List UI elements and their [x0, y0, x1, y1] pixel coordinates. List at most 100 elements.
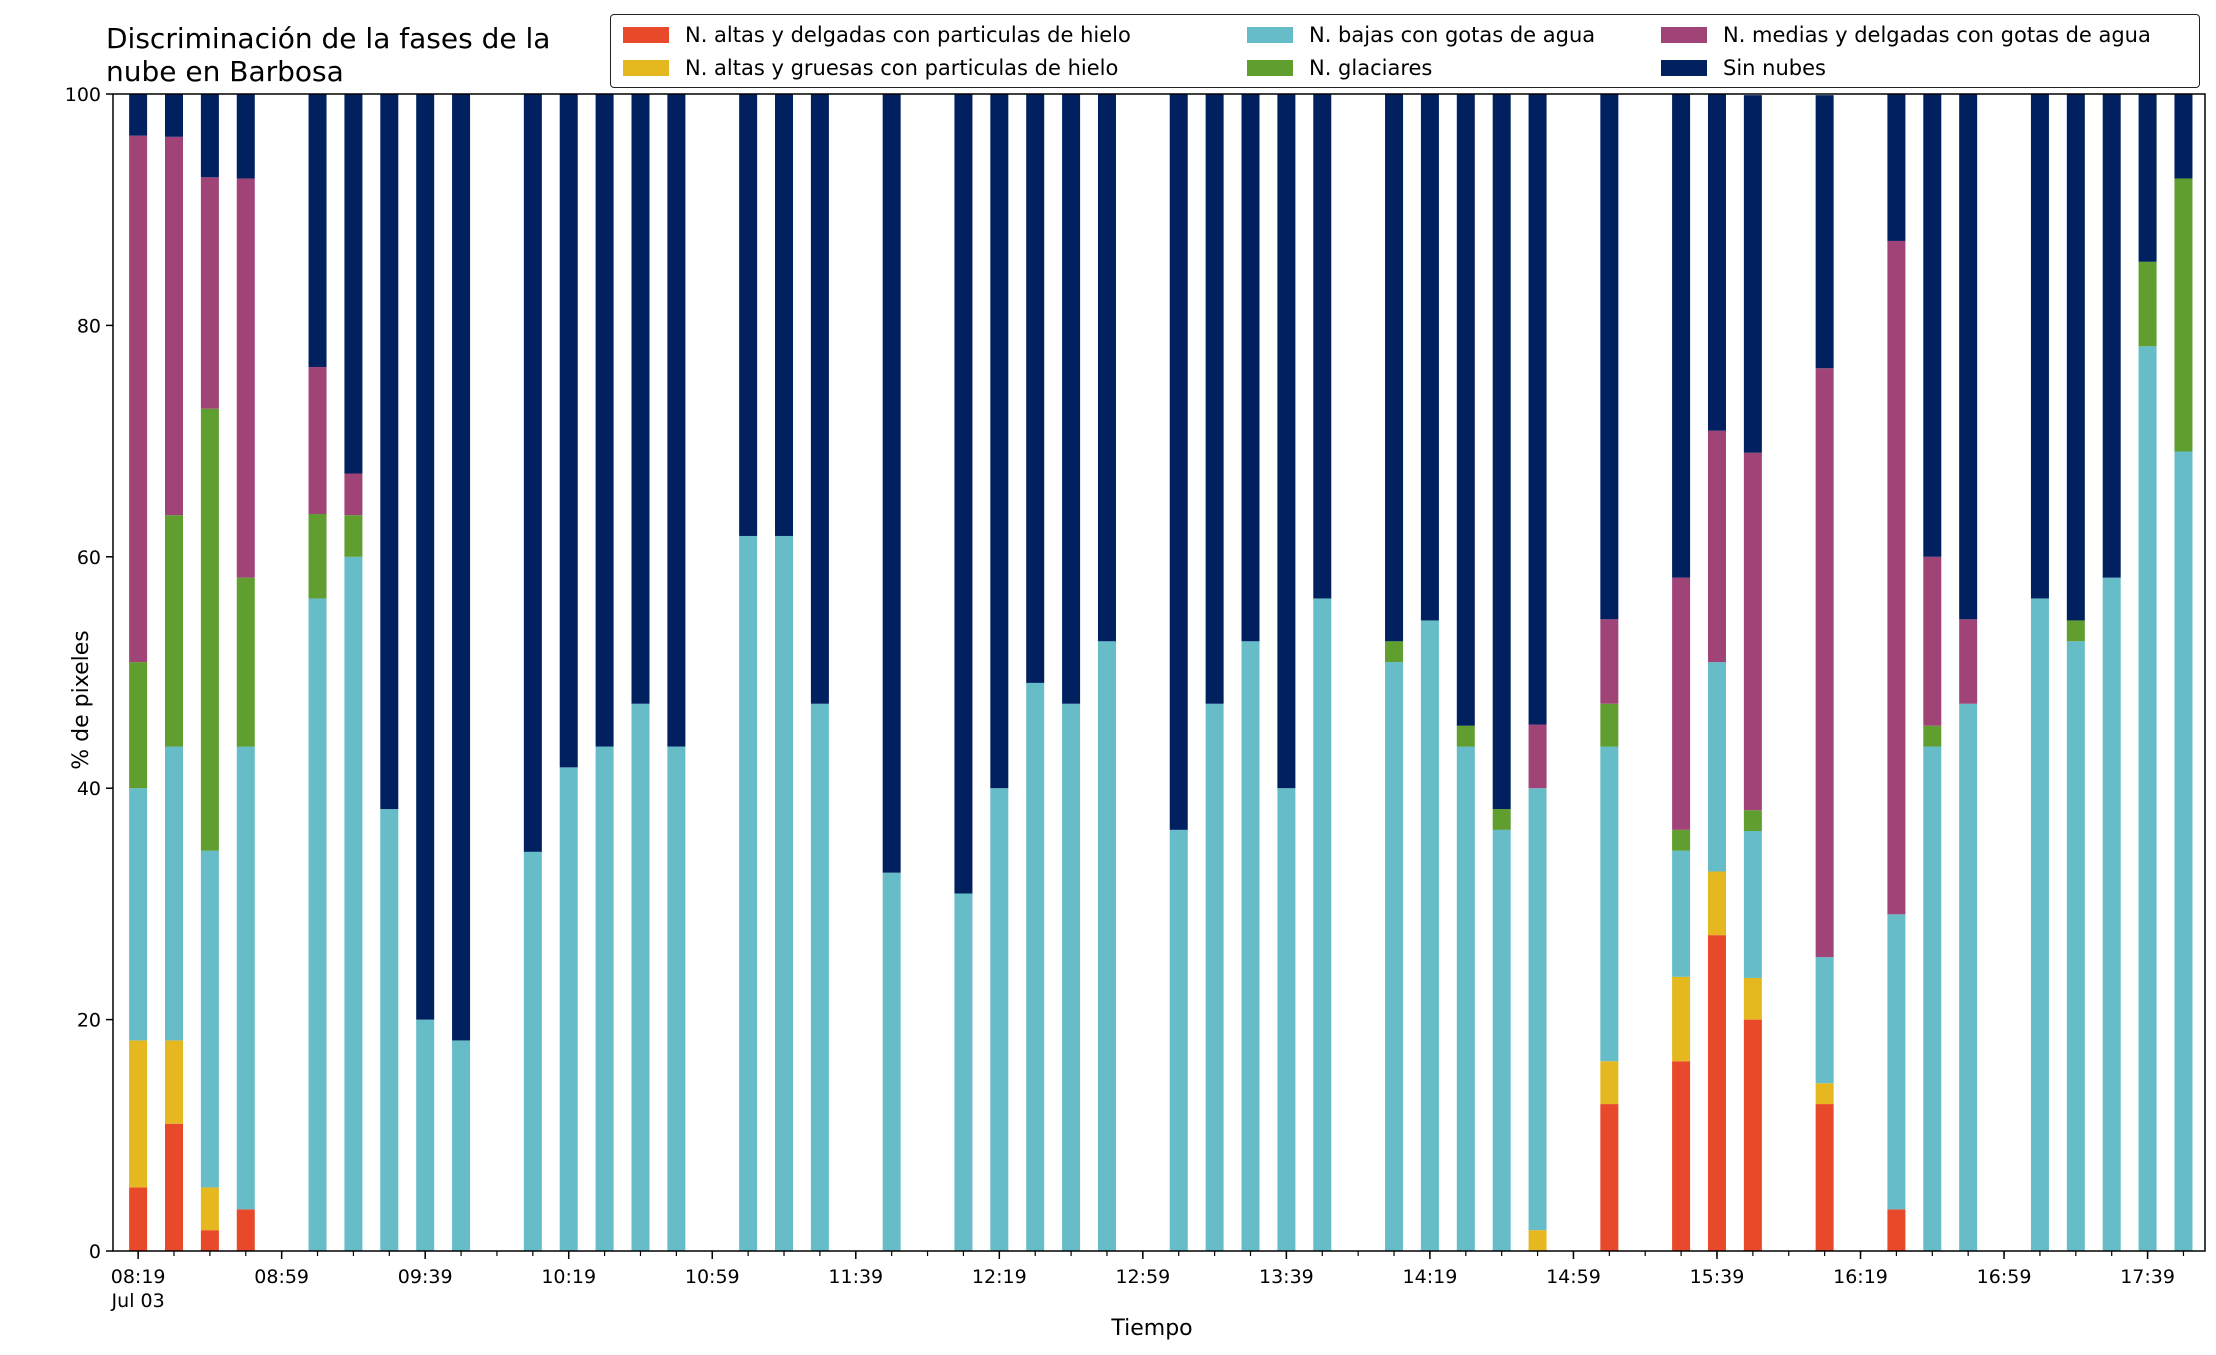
bar-segment-s4-1509: [1600, 619, 1619, 704]
x-tick-label: 13:39: [1259, 1266, 1314, 1288]
x-tick-label: 10:59: [685, 1266, 740, 1288]
x-axis-label: Tiempo: [1111, 1316, 1193, 1341]
bar-segment-s5-1229: [1026, 94, 1045, 683]
bar-segment-s3-0839: [200, 408, 219, 851]
bar-segment-s2-0929: [380, 809, 399, 1251]
bar-segment-s0-0839: [200, 1230, 219, 1251]
legend-item-glaciares: N. glaciares: [1247, 53, 1432, 83]
x-tick-label: 14:59: [1546, 1266, 1601, 1288]
bar-segment-s5-1209: [954, 94, 973, 894]
bar-segment-s2-1709: [2030, 598, 2049, 1251]
bar-segment-s5-1709: [2030, 94, 2049, 599]
bar-segment-s3-0909: [308, 513, 327, 599]
bar-segment-s5-1729: [2102, 94, 2121, 578]
plot-frame: [112, 93, 2206, 1252]
bar-segment-s5-0929: [380, 94, 399, 810]
bar-segment-s5-1419: [1420, 94, 1439, 621]
y-axis: 0 20 40 60 80 100: [65, 84, 113, 1263]
bar-segment-s5-1029: [595, 94, 614, 747]
bar-segment-s0-0819: [129, 1187, 148, 1251]
bar-segment-s2-1249: [1097, 641, 1116, 1251]
bar-segment-s2-0839: [200, 850, 219, 1188]
bar-segment-s5-1329: [1241, 94, 1260, 642]
bar-segment-s2-1429: [1456, 746, 1475, 1251]
legend-label: N. altas y gruesas con particulas de hie…: [685, 56, 1119, 80]
bar-segment-s3-1409: [1385, 641, 1404, 663]
bar-segment-s4-0909: [308, 367, 327, 514]
bar-segment-s5-1649: [1959, 94, 1978, 620]
bar-segment-s5-1609: [1815, 95, 1834, 369]
bar-segment-s5-0819: [129, 94, 148, 136]
bar-segment-s5-0939: [416, 94, 435, 1020]
bar-segment-s0-0849: [236, 1209, 255, 1251]
bar-segment-s4-1649: [1959, 619, 1978, 704]
bar-segment-s2-1529: [1672, 850, 1691, 977]
bar-segment-s2-1629: [1887, 914, 1906, 1210]
bar-segment-s2-0919: [344, 556, 363, 1251]
bar-segment-s3-1739: [2138, 261, 2157, 347]
bar-segment-s2-1009: [523, 851, 542, 1251]
bar-segment-s2-1609: [1815, 957, 1834, 1084]
bar-segment-s2-1639: [1923, 746, 1942, 1251]
bar-segment-s2-0829: [165, 746, 183, 1041]
bar-segment-s2-0849: [236, 746, 255, 1210]
bar-segment-s2-0819: [129, 788, 148, 1041]
bar-segment-s2-1549: [1743, 831, 1762, 978]
bar-segment-s1-1529: [1672, 976, 1691, 1062]
bar-segment-s5-1309: [1169, 94, 1188, 830]
legend-label: N. altas y delgadas con particulas de hi…: [685, 23, 1131, 47]
bar-segment-s2-1239: [1062, 703, 1081, 1251]
legend-item-altas-gruesas: N. altas y gruesas con particulas de hie…: [623, 53, 1118, 83]
bar-segment-s3-0829: [165, 515, 183, 747]
bar-segment-s3-0819: [129, 662, 148, 789]
bar-segment-s1-1609: [1815, 1083, 1834, 1105]
legend-label: N. medias y delgadas con gotas de agua: [1723, 23, 2151, 47]
bar-segment-s2-1349: [1313, 598, 1332, 1251]
bar-segment-s5-1539: [1707, 94, 1726, 431]
x-tick-label: 12:59: [1115, 1266, 1170, 1288]
bar-segment-s4-0849: [236, 178, 255, 578]
y-tick-label: 40: [77, 778, 101, 800]
x-tick-label: 09:39: [398, 1266, 453, 1288]
bar-segment-s0-1609: [1815, 1104, 1834, 1251]
y-tick-label: 60: [77, 547, 101, 569]
bar-segment-s5-1629: [1887, 94, 1906, 241]
bar-segment-s5-1719: [2066, 94, 2085, 621]
bar-segment-s1-1509: [1600, 1061, 1619, 1105]
bar-segment-s5-0849: [236, 94, 255, 179]
legend-label: N. bajas con gotas de agua: [1309, 23, 1596, 47]
bar-segment-s0-0829: [165, 1123, 183, 1251]
bar-segment-s5-1339: [1277, 94, 1296, 789]
bar-segment-s5-1119: [775, 94, 794, 536]
bar-segment-s5-1109: [739, 94, 758, 536]
bar-segment-s5-0839: [200, 94, 219, 178]
bar-segment-s5-1129: [810, 94, 829, 704]
bar-segment-s2-0939: [416, 1019, 435, 1251]
y-tick-label: 80: [77, 315, 101, 337]
bar-segment-s5-1739: [2138, 94, 2157, 262]
bar-segment-s5-1009: [523, 94, 542, 852]
bar-segment-s4-0829: [165, 136, 183, 516]
bar-segment-s5-1219: [990, 94, 1009, 789]
bar-segment-s1-1539: [1707, 871, 1726, 936]
bar-segment-s2-0949: [452, 1040, 471, 1251]
bar-segment-s4-1449: [1528, 724, 1547, 789]
bar-segment-s4-1639: [1923, 556, 1942, 726]
bar-segment-s3-1749: [2174, 178, 2193, 452]
x-tick-label: 10:19: [541, 1266, 596, 1288]
legend-item-altas-delgadas: N. altas y delgadas con particulas de hi…: [623, 20, 1131, 50]
bar-segment-s5-1639: [1923, 94, 1942, 557]
y-tick-label: 20: [77, 1010, 101, 1032]
legend-swatch: [1661, 60, 1707, 76]
bar-segment-s4-0839: [200, 177, 219, 409]
bar-segment-s2-1209: [954, 893, 973, 1251]
bar-segment-s5-1529: [1672, 94, 1691, 578]
y-tick-label: 100: [65, 84, 101, 106]
legend-swatch: [1247, 60, 1293, 76]
bar-segment-s3-1429: [1456, 725, 1475, 747]
bar-segment-s2-1739: [2138, 346, 2157, 1252]
bar-segment-s1-0819: [129, 1040, 148, 1188]
bar-segment-s3-1439: [1492, 809, 1511, 830]
